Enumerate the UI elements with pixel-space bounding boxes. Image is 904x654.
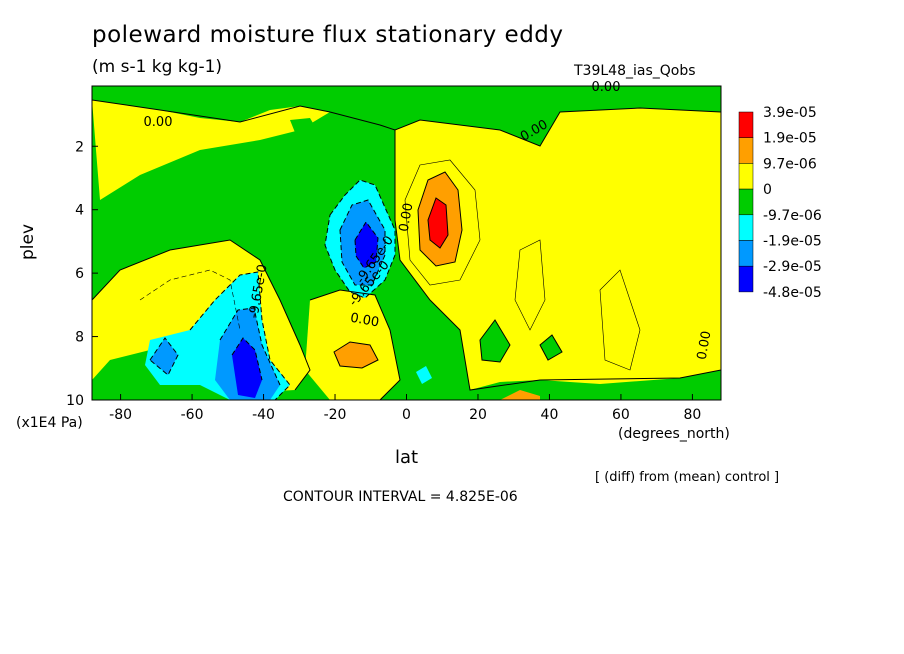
chart-units: (m s-1 kg kg-1)	[92, 57, 223, 77]
x-tick-label: -40	[252, 407, 275, 423]
contour-line	[333, 341, 379, 369]
field-region-orange-sh	[334, 342, 378, 368]
contour-interval: CONTOUR INTERVAL = 4.825E-06	[283, 489, 518, 505]
contour-layer	[92, 99, 721, 400]
contour-line	[539, 334, 563, 361]
contour-label: 0.00	[592, 80, 621, 95]
contour-line	[514, 239, 546, 331]
contour-line	[427, 197, 449, 249]
colorbar-swatch	[738, 163, 754, 190]
x-axis: -80 -60 -40 -20 0 20 40 60 80	[109, 394, 701, 423]
contour-line	[219, 307, 281, 386]
contour-line	[189, 271, 291, 400]
colorbar: 3.9e-05 1.9e-05 9.7e-06 0 -9.7e-06 -1.9e-05 -2…	[738, 105, 822, 301]
field-region-navy-low	[232, 338, 262, 398]
colorbar-label: -1.9e-05	[763, 234, 822, 250]
contour-line	[339, 199, 386, 286]
y-axis-units: (x1E4 Pa)	[16, 415, 83, 431]
x-tick-label: -80	[109, 407, 132, 423]
x-axis-label: lat	[395, 447, 419, 468]
field-layer	[92, 86, 721, 400]
x-tick-label: 20	[469, 407, 487, 423]
contour-line	[599, 269, 641, 371]
contour-line	[417, 171, 463, 267]
contour-line	[309, 289, 401, 400]
x-tick-label: 40	[541, 407, 559, 423]
field-region-navy-mid	[355, 222, 378, 268]
contour-line	[479, 319, 511, 363]
colorbar-swatch	[738, 111, 754, 138]
diff-note: [ (diff) from (mean) control ]	[595, 470, 780, 485]
field-region-green-nh2	[540, 335, 562, 360]
colorbar-swatch	[738, 137, 754, 164]
field-region-green-nh3	[290, 118, 320, 145]
y-axis-label: plev	[18, 223, 38, 260]
chart-title: poleward moisture flux stationary eddy	[92, 22, 564, 48]
field-region-cyan-small	[416, 366, 432, 384]
colorbar-label: 1.9e-05	[763, 131, 817, 147]
field-region-red-eq	[428, 198, 448, 248]
colorbar-label: 3.9e-05	[763, 105, 817, 121]
run-name: T39L48_ias_Qobs	[574, 63, 696, 79]
x-tick-label: 0	[402, 407, 411, 423]
contour-line	[329, 107, 721, 147]
colorbar-swatch	[738, 265, 754, 293]
colorbar-swatch	[738, 214, 754, 241]
field-region-yellow-nw	[92, 100, 330, 200]
x-tick-label: -20	[324, 407, 347, 423]
y-tick-label: 4	[75, 203, 84, 219]
y-tick-label: 6	[75, 266, 84, 282]
contour-label: 0.00	[144, 115, 173, 130]
colorbar-label: 9.7e-06	[763, 156, 817, 172]
colorbar-label: 0	[763, 182, 772, 198]
contour-line	[394, 130, 721, 391]
y-tick-label: 2	[75, 139, 84, 155]
contour-label: 0.00	[349, 311, 380, 331]
contour-line	[92, 239, 311, 391]
colorbar-label: -4.8e-05	[763, 285, 822, 301]
y-tick-label: 8	[75, 330, 84, 346]
contour-line	[139, 269, 241, 331]
x-tick-label: 80	[683, 407, 701, 423]
contour-line	[354, 221, 379, 269]
colorbar-label: -2.9e-05	[763, 259, 822, 275]
field-region-orange-nh	[500, 390, 540, 400]
contour-line	[149, 337, 179, 376]
y-axis: 2 4 6 8 10	[66, 139, 98, 409]
y-tick-label: 10	[66, 393, 84, 409]
colorbar-label: -9.7e-06	[763, 208, 822, 224]
x-axis-units: (degrees_north)	[618, 426, 730, 442]
contour-line	[404, 159, 481, 286]
contour-line	[231, 337, 263, 381]
contour-label: 0.00	[397, 202, 417, 233]
contour-line	[324, 179, 396, 299]
colorbar-swatch	[738, 188, 754, 216]
contour-line	[92, 99, 331, 123]
colorbar-swatch	[738, 240, 754, 267]
x-tick-label: 60	[612, 407, 630, 423]
contour-label: 0.00	[695, 330, 715, 361]
x-tick-label: -60	[181, 407, 204, 423]
